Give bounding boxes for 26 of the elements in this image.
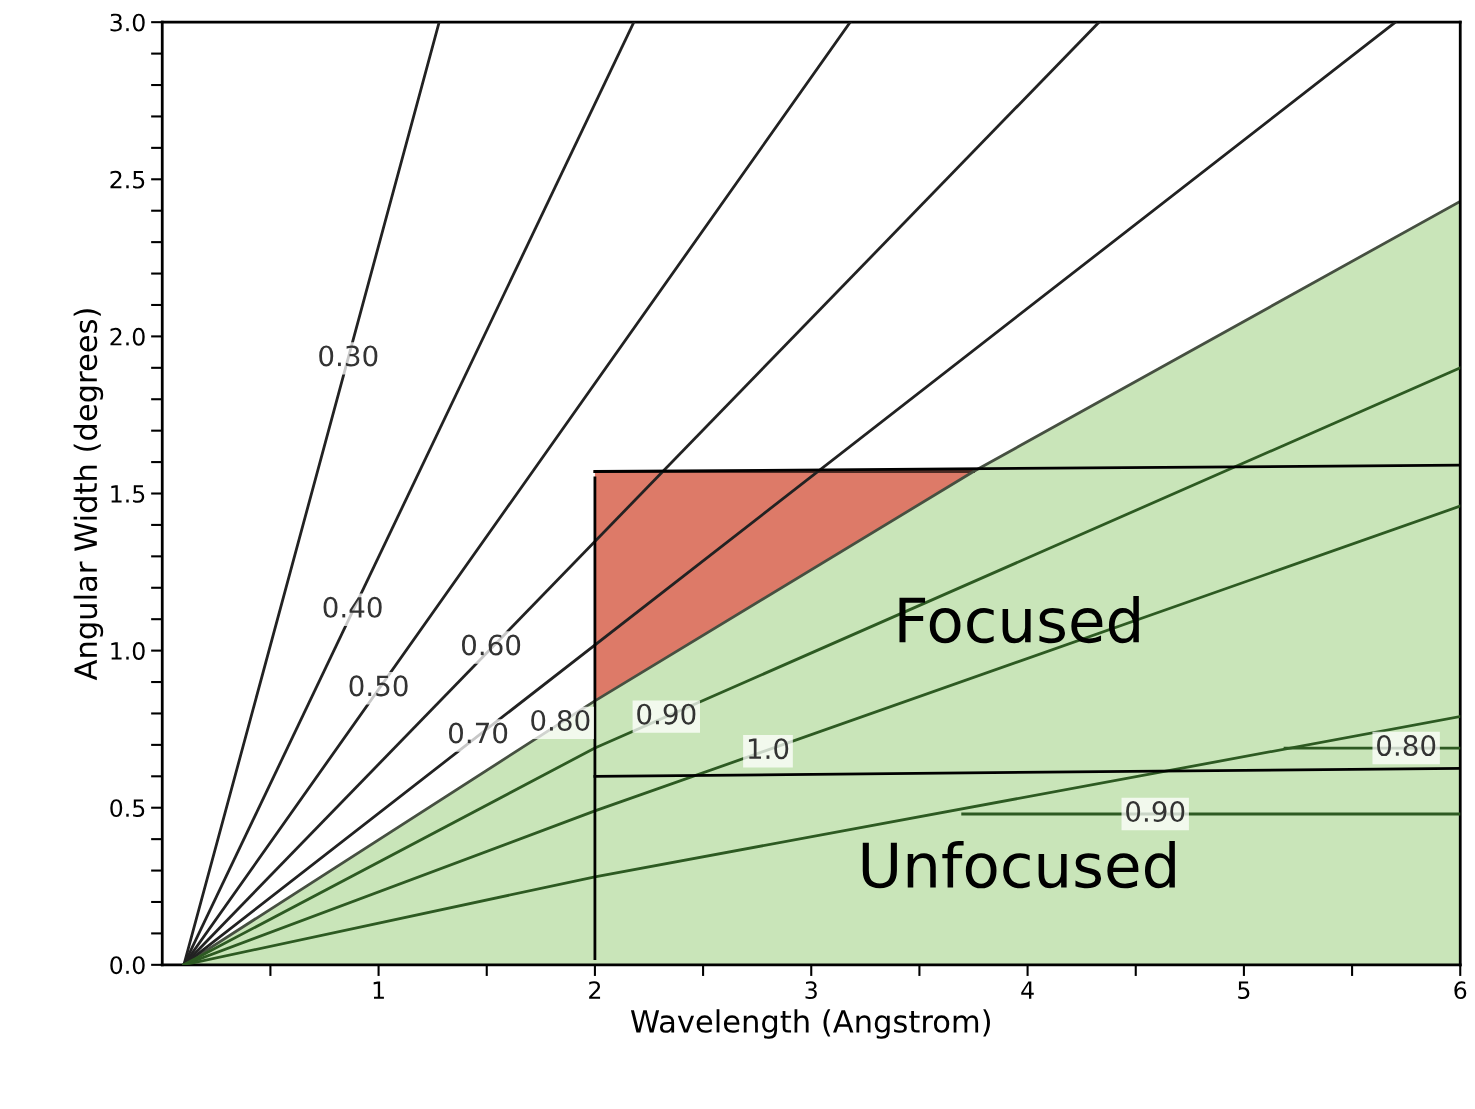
- y-tick-label: 1.0: [111, 642, 145, 660]
- annotation: 0.80: [531, 709, 590, 731]
- x-tick-label: 5: [1238, 981, 1250, 1000]
- x-tick-label: 3: [805, 981, 817, 1000]
- annotation: 0.80: [1377, 735, 1436, 757]
- y-tick-label: 3.0: [110, 13, 145, 32]
- annotation: 0.60: [461, 634, 521, 656]
- annotation: 1.0: [748, 738, 789, 760]
- y-tick-label: 2.5: [110, 170, 145, 189]
- annotation: 0.40: [323, 596, 382, 618]
- y-tick-label: 0.5: [110, 799, 145, 818]
- x-tick-label: 2: [589, 981, 601, 999]
- x-tick-label: 1: [373, 981, 384, 999]
- x-tick-label: 6: [1454, 981, 1467, 1000]
- x-tick-label: 4: [1021, 981, 1034, 999]
- y-axis-title: Angular Width (degrees): [73, 309, 104, 681]
- annotation: 0.50: [349, 675, 408, 697]
- x-axis-title: Wavelength (Angstrom): [630, 1009, 990, 1039]
- annotation: 0.90: [1126, 801, 1185, 823]
- annotation: 0.90: [637, 703, 696, 725]
- y-tick-label: 0.0: [110, 956, 145, 975]
- y-tick-label: 2.0: [110, 327, 145, 346]
- y-tick-label: 1.5: [111, 485, 145, 503]
- annotation: 0.30: [319, 345, 378, 367]
- annotation: 0.70: [449, 722, 508, 744]
- annotation: Unfocused: [862, 840, 1175, 889]
